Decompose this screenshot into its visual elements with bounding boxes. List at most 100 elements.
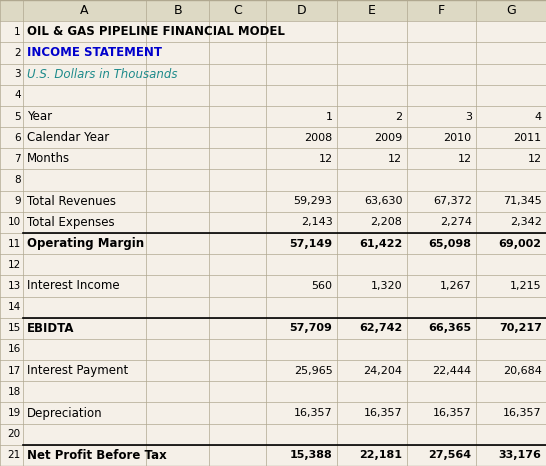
Bar — [0, 445, 23, 466]
Bar — [146, 381, 209, 403]
Bar — [266, 148, 337, 170]
Text: EBIDTA: EBIDTA — [27, 322, 74, 335]
Bar — [407, 170, 476, 191]
Bar — [266, 318, 337, 339]
Bar — [209, 254, 266, 275]
Bar — [407, 318, 476, 339]
Bar — [266, 381, 337, 403]
Bar — [337, 403, 407, 424]
Text: 4: 4 — [535, 111, 542, 122]
Bar — [337, 63, 407, 85]
Text: 16,357: 16,357 — [503, 408, 542, 418]
Bar — [266, 275, 337, 296]
Text: Months: Months — [27, 152, 70, 165]
Bar — [337, 445, 407, 466]
Bar — [407, 254, 476, 275]
Text: 57,709: 57,709 — [289, 323, 333, 333]
Text: 12: 12 — [527, 154, 542, 164]
Bar — [209, 170, 266, 191]
Bar — [209, 21, 266, 42]
Bar — [266, 191, 337, 212]
Bar — [476, 148, 546, 170]
Text: Total Revenues: Total Revenues — [27, 195, 116, 208]
Bar — [209, 233, 266, 254]
Bar — [23, 296, 146, 318]
Bar — [146, 148, 209, 170]
Bar — [407, 148, 476, 170]
Text: U.S. Dollars in Thousands: U.S. Dollars in Thousands — [27, 68, 177, 81]
Bar — [337, 275, 407, 296]
Text: 69,002: 69,002 — [498, 239, 542, 248]
Bar — [407, 275, 476, 296]
Bar — [146, 127, 209, 148]
Bar — [0, 381, 23, 403]
Bar — [476, 254, 546, 275]
Text: Interest Payment: Interest Payment — [27, 364, 128, 377]
Bar — [476, 339, 546, 360]
Bar — [407, 403, 476, 424]
Text: 66,365: 66,365 — [429, 323, 472, 333]
Bar — [0, 85, 23, 106]
Bar — [0, 339, 23, 360]
Bar — [407, 212, 476, 233]
Bar — [407, 339, 476, 360]
Text: 63,630: 63,630 — [364, 196, 402, 206]
Text: 1,267: 1,267 — [440, 281, 472, 291]
Bar — [0, 63, 23, 85]
Bar — [476, 21, 546, 42]
Text: 21: 21 — [8, 451, 21, 460]
Bar — [476, 106, 546, 127]
Bar — [146, 296, 209, 318]
Bar — [476, 42, 546, 63]
Bar — [23, 170, 146, 191]
Text: 61,422: 61,422 — [359, 239, 402, 248]
Bar — [23, 148, 146, 170]
Bar — [209, 403, 266, 424]
Bar — [23, 233, 146, 254]
Bar — [337, 424, 407, 445]
Bar — [476, 424, 546, 445]
Text: 59,293: 59,293 — [294, 196, 333, 206]
Bar — [146, 212, 209, 233]
Text: 1: 1 — [325, 111, 333, 122]
Text: 1: 1 — [14, 27, 21, 37]
Text: Year: Year — [27, 110, 52, 123]
Text: 11: 11 — [8, 239, 21, 248]
Bar — [23, 381, 146, 403]
Bar — [23, 63, 146, 85]
Bar — [0, 403, 23, 424]
Bar — [266, 0, 337, 21]
Bar — [266, 233, 337, 254]
Bar — [23, 339, 146, 360]
Bar — [209, 445, 266, 466]
Bar — [146, 85, 209, 106]
Bar — [0, 127, 23, 148]
Text: 6: 6 — [14, 133, 21, 143]
Text: Total Expenses: Total Expenses — [27, 216, 114, 229]
Bar — [0, 296, 23, 318]
Bar — [266, 360, 337, 381]
Bar — [407, 191, 476, 212]
Text: 22,181: 22,181 — [359, 451, 402, 460]
Bar — [209, 63, 266, 85]
Text: 24,204: 24,204 — [364, 366, 402, 376]
Bar — [23, 106, 146, 127]
Text: 57,149: 57,149 — [289, 239, 333, 248]
Bar — [23, 0, 146, 21]
Bar — [23, 127, 146, 148]
Bar — [209, 127, 266, 148]
Bar — [0, 424, 23, 445]
Text: 1,215: 1,215 — [510, 281, 542, 291]
Bar — [407, 381, 476, 403]
Bar — [23, 21, 146, 42]
Bar — [146, 0, 209, 21]
Text: 2008: 2008 — [304, 133, 333, 143]
Text: 3: 3 — [14, 69, 21, 79]
Bar — [266, 42, 337, 63]
Text: 2010: 2010 — [443, 133, 472, 143]
Bar — [23, 275, 146, 296]
Bar — [407, 424, 476, 445]
Bar — [146, 233, 209, 254]
Bar — [146, 403, 209, 424]
Bar — [407, 106, 476, 127]
